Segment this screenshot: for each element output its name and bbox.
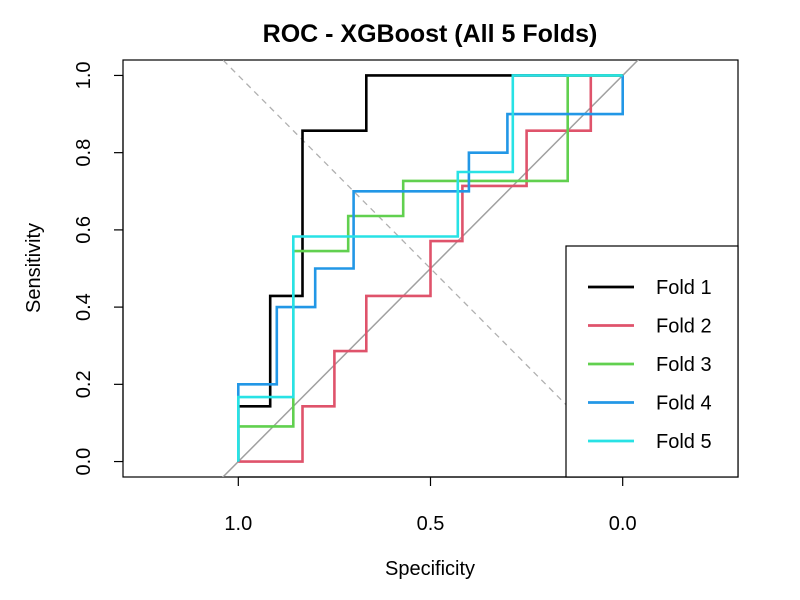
- legend-label-fold-5: Fold 5: [656, 431, 712, 453]
- roc-curves: [237, 74, 625, 463]
- roc-curve-fold-1: [237, 74, 623, 462]
- x-tick-label: 0.0: [609, 513, 637, 535]
- y-tick-label: 0.2: [73, 370, 95, 398]
- y-tick-label: 0.8: [73, 139, 95, 167]
- legend-box: [565, 245, 739, 478]
- x-tick-label: 0.5: [417, 513, 445, 535]
- roc-curve-fold-3: [237, 74, 623, 462]
- chart-title: ROC - XGBoost (All 5 Folds): [263, 20, 598, 48]
- y-axis: 0.0 0.2 0.4 0.6 0.8 1.0: [73, 61, 124, 476]
- x-axis: 1.0 0.5 0.0: [224, 476, 637, 535]
- y-tick-label: 1.0: [73, 61, 95, 89]
- y-tick-label: 0.0: [73, 448, 95, 476]
- x-tick-label: 1.0: [224, 513, 252, 535]
- y-tick-label: 0.4: [73, 293, 95, 321]
- y-axis-label: Sensitivity: [23, 223, 45, 313]
- y-tick-label: 0.6: [73, 216, 95, 244]
- roc-curve-fold-4: [237, 75, 625, 462]
- roc-curve-fold-5: [237, 74, 623, 462]
- x-axis-label: Specificity: [385, 558, 475, 580]
- roc-curve-fold-2: [238, 75, 593, 463]
- legend: Fold 1 Fold 2 Fold 3 Fold 4 Fold 5: [565, 245, 739, 478]
- legend-label-fold-2: Fold 2: [656, 316, 712, 338]
- legend-label-fold-1: Fold 1: [656, 277, 712, 299]
- legend-label-fold-3: Fold 3: [656, 354, 712, 376]
- legend-label-fold-4: Fold 4: [656, 393, 712, 415]
